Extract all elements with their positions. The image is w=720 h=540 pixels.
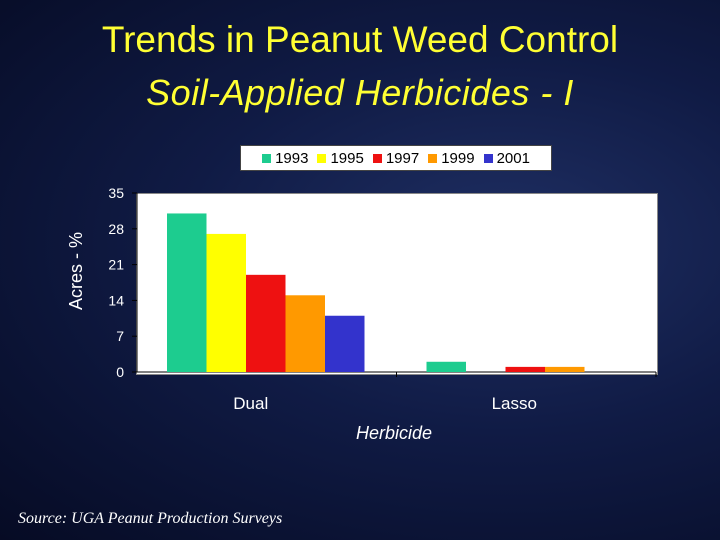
legend-label-1993: 1993 [275, 149, 309, 167]
bar-1993-dual [167, 213, 207, 372]
source-note: Source: UGA Peanut Production Surveys [18, 510, 283, 527]
x-axis-label: Herbicide [355, 423, 433, 443]
legend-item-1995: 1995 [317, 149, 364, 167]
y-tick-label: 0 [116, 364, 124, 380]
legend-label-1995: 1995 [330, 149, 364, 167]
y-tick-label: 35 [108, 185, 124, 201]
bar-1997-dual [246, 274, 286, 372]
legend-item-1997: 1997 [372, 149, 420, 167]
y-tick-label: 28 [108, 221, 124, 237]
legend-label-1997: 1997 [385, 149, 420, 167]
chart-subtitle: Soil-Applied Herbicides - I [146, 72, 574, 113]
bar-1997-lasso [505, 366, 545, 372]
y-axis-label: Acres - % [66, 231, 86, 310]
x-category-label: Lasso [492, 394, 537, 413]
legend-swatch-1997 [372, 153, 382, 163]
legend-item-1999: 1999 [428, 149, 475, 167]
bar-1999-dual [285, 295, 325, 372]
bar-2001-dual [325, 315, 365, 372]
legend-item-2001: 2001 [483, 149, 530, 167]
bar-1999-lasso [545, 366, 585, 372]
legend-swatch-1993 [262, 153, 272, 163]
bar-1993-lasso [426, 361, 466, 372]
legend-swatch-1999 [428, 153, 438, 163]
legend: 1993 1995 1997 1999 2001 [240, 145, 552, 171]
legend-swatch-2001 [483, 153, 493, 163]
x-category-label: Dual [233, 394, 268, 413]
legend-swatch-1995 [317, 153, 327, 163]
y-tick-label: 7 [116, 328, 124, 344]
bar-1995-dual [206, 233, 246, 372]
y-tick-label: 21 [108, 257, 124, 273]
y-tick-label: 14 [108, 292, 124, 308]
legend-label-2001: 2001 [496, 149, 530, 167]
chart-title: Trends in Peanut Weed Control [101, 19, 619, 60]
legend-item-1993: 1993 [262, 150, 308, 167]
legend-label-1999: 1999 [441, 149, 475, 167]
